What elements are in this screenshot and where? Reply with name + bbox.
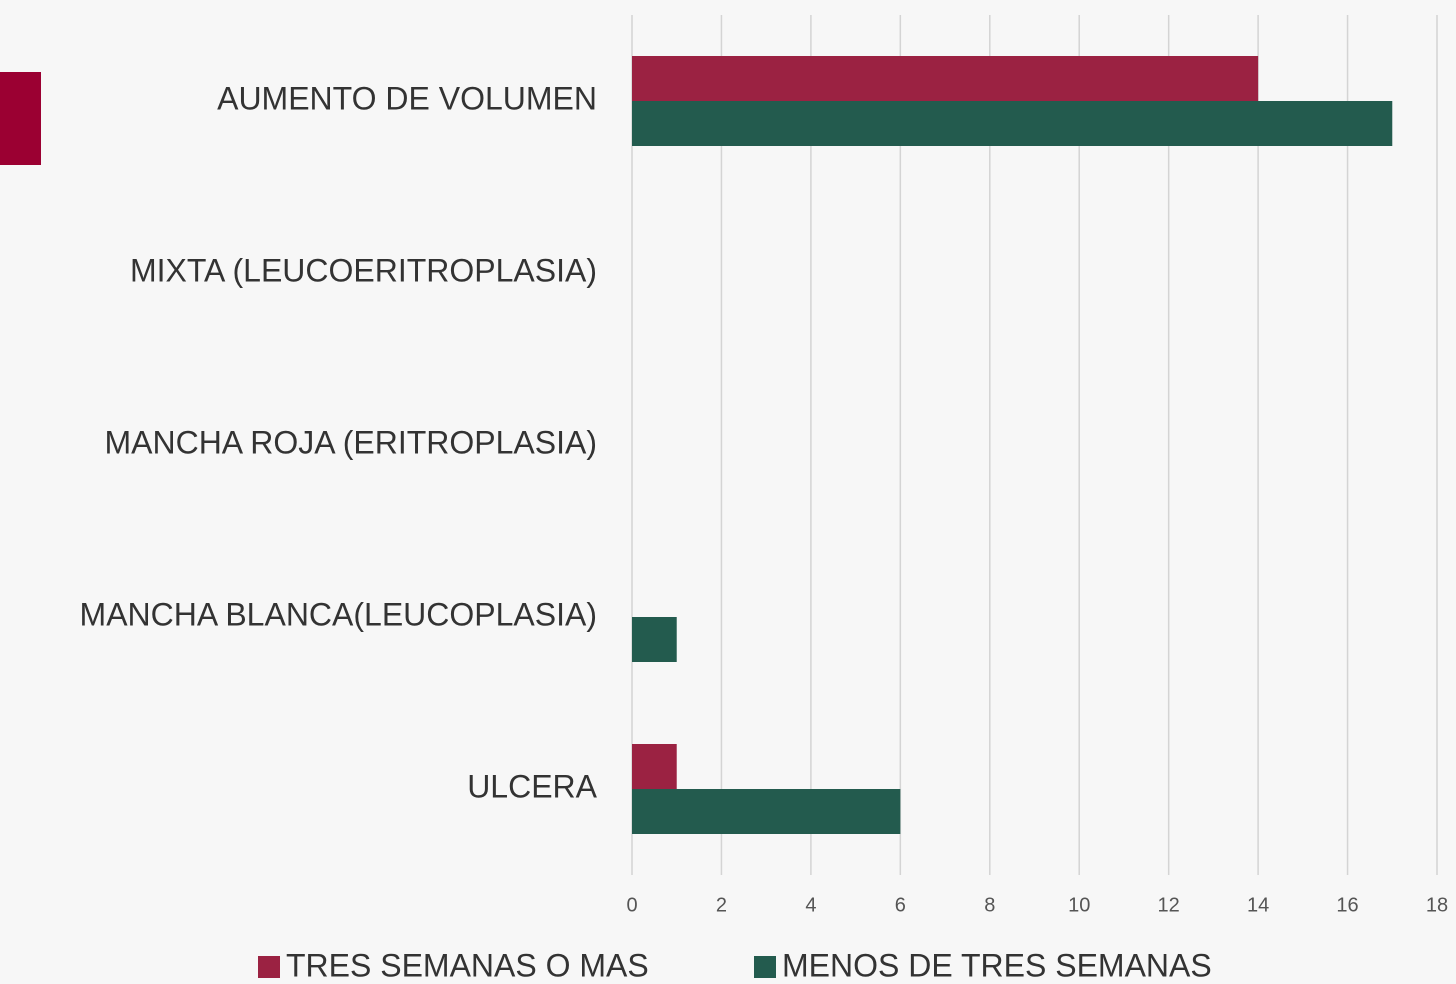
x-tick-label: 6 — [895, 894, 906, 916]
legend-swatch — [258, 956, 280, 978]
x-tick-label: 10 — [1068, 894, 1090, 916]
x-tick-label: 16 — [1336, 894, 1358, 916]
bar — [632, 617, 677, 662]
x-tick-label: 0 — [626, 894, 637, 916]
category-label: MIXTA (LEUCOERITROPLASIA) — [130, 252, 597, 288]
bar — [632, 789, 901, 834]
legend-label: MENOS DE TRES SEMANAS — [782, 947, 1212, 983]
legend-label: TRES SEMANAS O MAS — [286, 947, 649, 983]
x-tick-label: 12 — [1158, 894, 1180, 916]
category-label: ULCERA — [467, 768, 597, 804]
x-tick-label: 8 — [984, 894, 995, 916]
x-tick-label: 14 — [1247, 894, 1269, 916]
legend-swatch — [754, 956, 776, 978]
decor-tab — [0, 72, 41, 165]
category-label: AUMENTO DE VOLUMEN — [217, 80, 597, 116]
bar — [632, 744, 677, 789]
bar — [632, 101, 1393, 146]
bar — [632, 56, 1259, 101]
x-tick-label: 2 — [716, 894, 727, 916]
x-tick-label: 4 — [805, 894, 816, 916]
x-tick-label: 18 — [1426, 894, 1448, 916]
category-label: MANCHA ROJA (ERITROPLASIA) — [104, 424, 597, 460]
category-label: MANCHA BLANCA(LEUCOPLASIA) — [80, 596, 597, 632]
